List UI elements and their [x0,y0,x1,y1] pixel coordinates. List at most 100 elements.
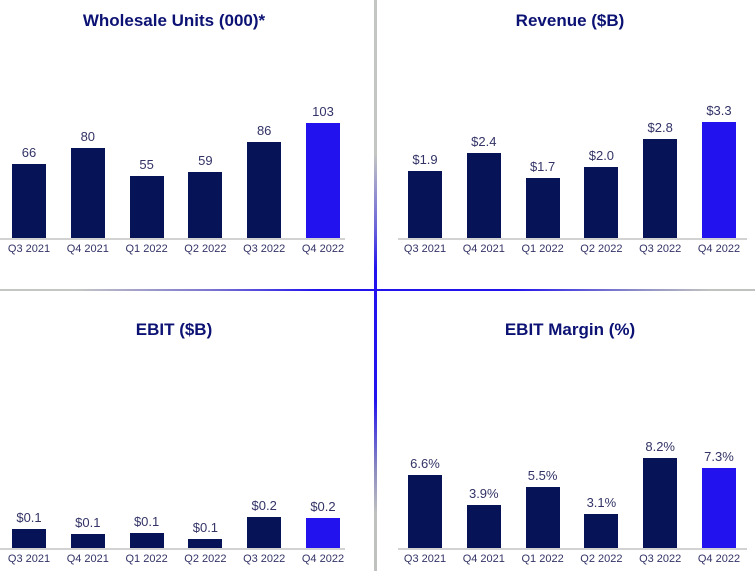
bar-column: 6.6% [408,457,442,548]
bar-column: 66 [12,146,46,238]
x-axis-label: Q2 2022 [580,243,623,255]
bar-value-label: $0.1 [75,515,101,530]
bar-column: $0.1 [12,511,46,548]
horizontal-divider [0,289,755,291]
bar [247,142,282,238]
bar-value-label: $0.2 [310,499,336,514]
x-axis-label: Q1 2022 [521,243,564,255]
bar-value-label: 103 [312,104,334,119]
bar-column: $1.9 [408,153,442,238]
bar-column: $0.1 [129,514,164,548]
chart-title: Revenue ($B) [515,11,625,30]
chart-ebit-margin: EBIT Margin (%) 6.6% 3.9% 5.5% 3.1% 8.2% 7.3%… [377,291,755,571]
bar-value-label: $0.1 [192,520,219,535]
bar [129,176,164,238]
vertical-divider [374,0,377,571]
x-axis-label: Q2 2022 [184,243,227,255]
x-axis-label: Q1 2022 [521,553,564,565]
bar-value-label: $0.1 [133,514,160,529]
x-axis-label: Q3 2021 [403,243,447,255]
bar-value-label: $2.0 [588,148,615,163]
bar-column: 3.1% [584,495,619,548]
bar-series: $1.9 $2.4 $1.7 $2.0 $2.8 $3.3 [408,104,736,238]
bar-value-label: 3.1% [586,495,617,510]
x-axis-line [398,238,747,240]
bar [584,167,619,238]
bar-column: $2.4 [466,134,501,238]
bar [408,171,442,238]
bar-column: 103 [305,104,340,238]
bar-value-label: $2.8 [647,120,673,135]
bar-value-label: $0.2 [251,498,277,513]
x-axis-label: Q3 2022 [243,243,286,255]
bar-series: $0.1 $0.1 $0.1 $0.1 $0.2 $0.2 [12,499,340,548]
bar-column: 3.9% [466,486,501,548]
x-axis-line [0,548,345,550]
x-axis-line [398,548,747,550]
bar [188,172,223,238]
x-axis-line [0,238,345,240]
x-axis-label: Q4 2022 [697,553,741,565]
bar-column: 59 [188,153,223,238]
x-axis-label: Q3 2021 [7,553,51,565]
bar-highlighted [305,518,340,548]
x-axis-label: Q3 2021 [403,553,447,565]
bar [525,487,560,548]
bar [584,514,619,548]
x-axis-label: Q1 2022 [125,243,168,255]
x-axis-labels: Q3 2021 Q4 2021 Q1 2022 Q2 2022 Q3 2022 Q4 20… [400,243,744,256]
bar-value-label: 55 [139,157,154,172]
bar [525,178,560,238]
x-axis-labels: Q3 2021 Q4 2021 Q1 2022 Q2 2022 Q3 2022 Q4 20… [4,553,348,566]
x-axis-label: Q4 2022 [301,553,345,565]
chart-wholesale-units: Wholesale Units (000)* 66 80 55 59 86 103 Q3 … [0,0,374,289]
bar-value-label: 3.9% [468,486,499,501]
x-axis-label: Q4 2021 [66,243,109,255]
bar [12,164,46,238]
bar-highlighted [305,123,340,238]
bar [70,148,105,238]
bar-column: 55 [129,157,164,238]
bar-value-label: 6.6% [410,456,440,471]
bar-value-label: $3.3 [706,103,732,118]
x-axis-label: Q4 2021 [66,553,109,565]
bar [643,139,678,238]
bar [188,539,223,548]
x-axis-label: Q4 2022 [697,243,741,255]
x-axis-label: Q2 2022 [184,553,227,565]
x-axis-label: Q3 2022 [639,243,682,255]
x-axis-label: Q3 2022 [243,553,286,565]
bar-column: $1.7 [525,159,560,238]
bar-value-label: $1.9 [412,152,438,167]
chart-title: Wholesale Units (000)* [82,11,266,30]
bar-column: $0.1 [70,515,105,548]
bar-column: 7.3% [701,449,736,548]
bar-value-label: $1.7 [529,159,556,174]
bar-column: $2.8 [643,120,678,238]
x-axis-label: Q3 2021 [7,243,51,255]
chart-title: EBIT Margin (%) [504,320,636,339]
x-axis-label: Q2 2022 [580,553,623,565]
chart-title: EBIT ($B) [135,320,213,339]
chart-revenue: Revenue ($B) $1.9 $2.4 $1.7 $2.0 $2.8 $3.3 Q3… [377,0,755,289]
bar-column: 8.2% [643,440,678,548]
bar-value-label: 59 [198,153,213,168]
x-axis-label: Q4 2021 [462,553,505,565]
bar-value-label: $0.1 [16,510,42,525]
bar [12,529,46,548]
bar [129,533,164,548]
bar-column: 5.5% [525,468,560,548]
bar-value-label: $2.4 [471,134,497,149]
bar [466,505,501,548]
bar [408,475,442,548]
bar-series: 6.6% 3.9% 5.5% 3.1% 8.2% 7.3% [408,440,736,548]
bar-value-label: 80 [80,129,96,144]
x-axis-labels: Q3 2021 Q4 2021 Q1 2022 Q2 2022 Q3 2022 Q4 20… [400,553,744,566]
bar-value-label: 5.5% [527,468,558,483]
bar-column: $0.2 [247,498,282,548]
bar-value-label: 7.3% [704,449,734,464]
bar-column: $0.2 [305,499,340,548]
bar-value-label: 66 [21,145,37,160]
bar-highlighted [701,468,736,548]
